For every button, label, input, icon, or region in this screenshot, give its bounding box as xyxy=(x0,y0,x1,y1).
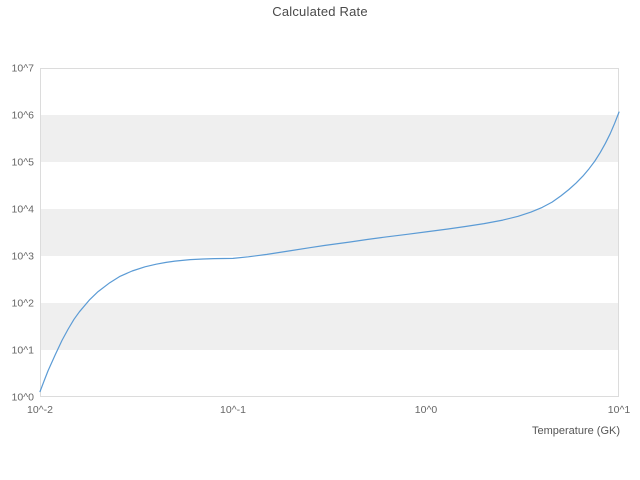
y-tick-label: 10^5 xyxy=(12,157,35,169)
grid-band xyxy=(40,115,619,162)
plot-frame xyxy=(40,68,619,397)
y-tick-label: 10^7 xyxy=(12,63,35,75)
y-tick-label: 10^2 xyxy=(12,298,35,310)
y-tick-label: 10^1 xyxy=(12,345,35,357)
y-tick-label: 10^3 xyxy=(12,251,35,263)
y-tick-label: 10^0 xyxy=(12,392,35,404)
x-tick-label: 10^-2 xyxy=(27,404,53,416)
grid-band xyxy=(40,303,619,350)
x-tick-label: 10^0 xyxy=(415,404,438,416)
y-tick-label: 10^4 xyxy=(12,204,35,216)
chart-title: Calculated Rate xyxy=(272,4,368,19)
grid-band xyxy=(40,209,619,256)
x-axis-label: Temperature (GK) xyxy=(531,425,620,437)
data-line xyxy=(39,111,620,393)
x-tick-label: 10^1 xyxy=(608,404,631,416)
y-tick-label: 10^6 xyxy=(12,110,35,122)
x-tick-label: 10^-1 xyxy=(220,404,246,416)
